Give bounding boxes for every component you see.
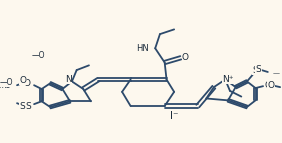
Text: S: S xyxy=(253,66,258,75)
Text: O: O xyxy=(24,79,31,88)
Text: S: S xyxy=(20,102,26,111)
Text: me: me xyxy=(0,81,10,90)
Text: HN: HN xyxy=(136,44,149,53)
Text: O: O xyxy=(182,53,189,62)
Text: N: N xyxy=(65,75,72,84)
Text: S: S xyxy=(255,65,261,74)
Text: O: O xyxy=(264,81,271,90)
Text: —: — xyxy=(272,70,279,76)
Text: S: S xyxy=(25,102,31,111)
Text: I⁻: I⁻ xyxy=(170,111,179,121)
Text: O: O xyxy=(267,81,274,90)
Text: —O: —O xyxy=(0,78,13,87)
Text: N⁺: N⁺ xyxy=(222,75,234,84)
Text: O: O xyxy=(19,76,26,85)
Text: —O: —O xyxy=(31,51,45,60)
